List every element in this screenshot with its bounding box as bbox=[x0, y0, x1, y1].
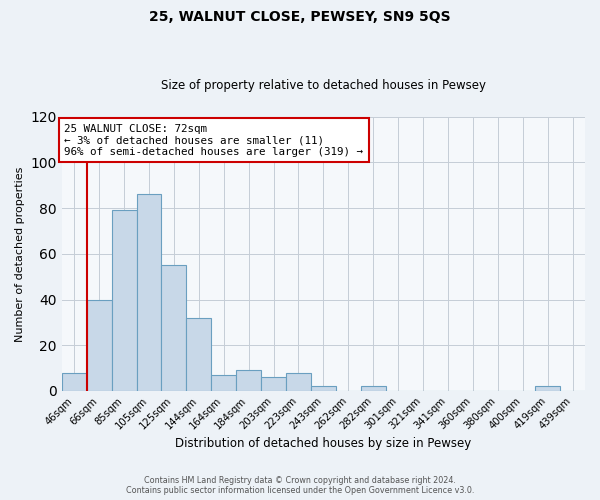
Text: 25 WALNUT CLOSE: 72sqm
← 3% of detached houses are smaller (11)
96% of semi-deta: 25 WALNUT CLOSE: 72sqm ← 3% of detached … bbox=[64, 124, 364, 157]
Text: Contains HM Land Registry data © Crown copyright and database right 2024.
Contai: Contains HM Land Registry data © Crown c… bbox=[126, 476, 474, 495]
Y-axis label: Number of detached properties: Number of detached properties bbox=[15, 166, 25, 342]
Title: Size of property relative to detached houses in Pewsey: Size of property relative to detached ho… bbox=[161, 79, 486, 92]
Bar bbox=[236, 370, 261, 391]
Bar bbox=[161, 266, 187, 391]
Text: 25, WALNUT CLOSE, PEWSEY, SN9 5QS: 25, WALNUT CLOSE, PEWSEY, SN9 5QS bbox=[149, 10, 451, 24]
Bar bbox=[286, 372, 311, 391]
Bar bbox=[361, 386, 386, 391]
Bar bbox=[112, 210, 137, 391]
Bar bbox=[261, 378, 286, 391]
Bar bbox=[62, 372, 87, 391]
Bar bbox=[211, 375, 236, 391]
Bar bbox=[137, 194, 161, 391]
Bar bbox=[311, 386, 336, 391]
Bar bbox=[87, 300, 112, 391]
Bar bbox=[535, 386, 560, 391]
X-axis label: Distribution of detached houses by size in Pewsey: Distribution of detached houses by size … bbox=[175, 437, 472, 450]
Bar bbox=[187, 318, 211, 391]
